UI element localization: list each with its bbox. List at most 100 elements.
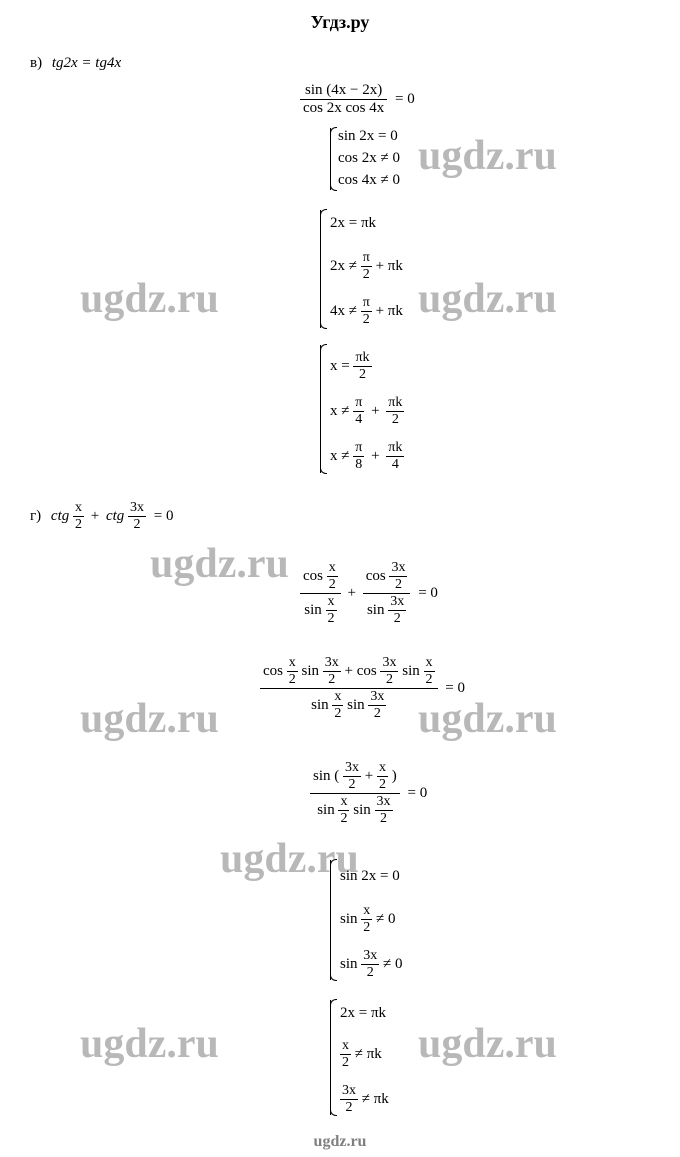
fraction: π 2 <box>361 295 372 328</box>
denominator: 2 <box>361 965 379 981</box>
numerator: sin ( 3x2 + x2 ) <box>310 760 400 794</box>
tail: + πk <box>376 303 403 319</box>
lhs: 2x ≠ <box>330 258 357 274</box>
denominator: 2 <box>377 777 388 793</box>
denominator: 2 <box>343 777 361 793</box>
footer-watermark: ugdz.ru <box>0 1133 680 1151</box>
denominator: 2 <box>326 611 337 627</box>
numerator: x <box>73 500 84 517</box>
section-g-label: г) ctg x 2 + ctg 3x 2 = 0 <box>30 500 174 533</box>
denominator: 8 <box>353 457 364 473</box>
numerator: 3x <box>128 500 146 517</box>
numerator: πk <box>386 395 404 412</box>
denominator: 2 <box>361 267 372 283</box>
denominator: 2 <box>368 706 386 722</box>
brace <box>320 345 321 473</box>
fraction: x2 <box>340 1038 351 1071</box>
numerator: x <box>327 560 338 577</box>
g-sys2-1: x2 ≠ πk <box>340 1038 382 1071</box>
b-sys3-2: x ≠ π 8 + πk 4 <box>330 440 404 473</box>
denominator: 2 <box>338 811 349 827</box>
fn: + cos <box>345 663 377 679</box>
b-sys3-1: x ≠ π 4 + πk 2 <box>330 395 404 428</box>
g-sys1-1: sin x2 ≠ 0 <box>340 903 396 936</box>
fn: cos <box>263 663 283 679</box>
rhs: = 0 <box>154 508 174 524</box>
numerator: 3x <box>323 655 341 672</box>
fraction: cos x2 sin 3x2 + cos 3x2 sin x2 sin x2 s… <box>260 655 438 722</box>
denominator: 2 <box>73 517 84 533</box>
fraction: 3x2 <box>375 794 393 827</box>
numerator: 3x <box>368 689 386 706</box>
denominator: 2 <box>389 577 407 593</box>
denominator: 2 <box>380 672 398 688</box>
fraction: 3x 2 <box>389 560 407 593</box>
denominator: sin x 2 sin 3x2 <box>260 689 438 722</box>
numerator: x <box>332 689 343 706</box>
fraction: 3x2 <box>380 655 398 688</box>
fraction: x2 <box>361 903 372 936</box>
brace <box>320 210 321 328</box>
b-sys1-0: sin 2x = 0 <box>338 128 398 145</box>
fraction: cos x 2 sin x 2 <box>300 560 341 627</box>
numerator: π <box>353 440 364 457</box>
numerator: 3x <box>389 560 407 577</box>
brace <box>330 128 331 190</box>
b-sys1-1: cos 2x ≠ 0 <box>338 150 400 167</box>
numerator: x <box>287 655 298 672</box>
g-step2: cos x2 sin 3x2 + cos 3x2 sin x2 sin x2 s… <box>260 655 465 722</box>
fn: sin <box>340 956 358 972</box>
b-sys1-2: cos 4x ≠ 0 <box>338 172 400 189</box>
fraction: 3x2 <box>343 760 361 793</box>
denominator: 2 <box>327 577 338 593</box>
fraction: 3x2 <box>340 1083 358 1116</box>
denominator: 4 <box>353 412 364 428</box>
fraction: 3x2 <box>368 689 386 722</box>
numerator: x <box>424 655 435 672</box>
tail: ≠ πk <box>362 1091 389 1107</box>
numerator: 3x <box>375 794 393 811</box>
fn: sin <box>347 697 365 713</box>
fraction: x2 <box>287 655 298 688</box>
brace <box>330 1000 331 1115</box>
fn: sin <box>367 602 385 618</box>
tail: ≠ πk <box>355 1046 382 1062</box>
rhs: = 0 <box>445 680 465 696</box>
fn: sin <box>311 697 329 713</box>
numerator: cos x 2 <box>300 560 341 594</box>
lhs: x = <box>330 358 350 374</box>
numerator: 3x <box>380 655 398 672</box>
fraction: 3x 2 <box>128 500 146 533</box>
tail: ≠ 0 <box>376 911 395 927</box>
plus: + <box>371 403 379 419</box>
g-step1: cos x 2 sin x 2 + cos 3x 2 <box>300 560 438 627</box>
numerator: 3x <box>388 594 406 611</box>
numerator: πk <box>353 350 371 367</box>
denominator: 2 <box>424 672 435 688</box>
label-text: в) <box>30 55 42 71</box>
denominator: 2 <box>388 611 406 627</box>
plus: + <box>365 768 377 784</box>
denominator: sin x2 sin 3x2 <box>310 794 400 827</box>
fraction: x2 <box>338 794 349 827</box>
numerator: π <box>361 295 372 312</box>
fraction: π 2 <box>361 250 372 283</box>
denominator: cos 2x cos 4x <box>300 100 387 117</box>
fraction: sin ( 3x2 + x2 ) sin x2 sin 3x2 <box>310 760 400 827</box>
g-sys2-0: 2x = πk <box>340 1005 386 1022</box>
lhs: x ≠ <box>330 448 349 464</box>
lhs: 4x ≠ <box>330 303 357 319</box>
numerator: 3x <box>340 1083 358 1100</box>
fraction: 3x 2 <box>388 594 406 627</box>
page: Угдз.ру ugdz.ru ugdz.ru ugdz.ru ugdz.ru … <box>0 0 680 1157</box>
watermark: ugdz.ru <box>220 835 359 883</box>
numerator: sin (4x − 2x) <box>300 82 387 100</box>
numerator: π <box>361 250 372 267</box>
fraction: x 2 <box>73 500 84 533</box>
denominator: sin x 2 <box>300 594 341 627</box>
denominator: 2 <box>287 672 298 688</box>
numerator: cos x2 sin 3x2 + cos 3x2 sin x2 <box>260 655 438 689</box>
fraction: πk 2 <box>353 350 371 383</box>
b-sys2-0: 2x = πk <box>330 215 376 232</box>
page-title: Угдз.ру <box>0 0 680 33</box>
